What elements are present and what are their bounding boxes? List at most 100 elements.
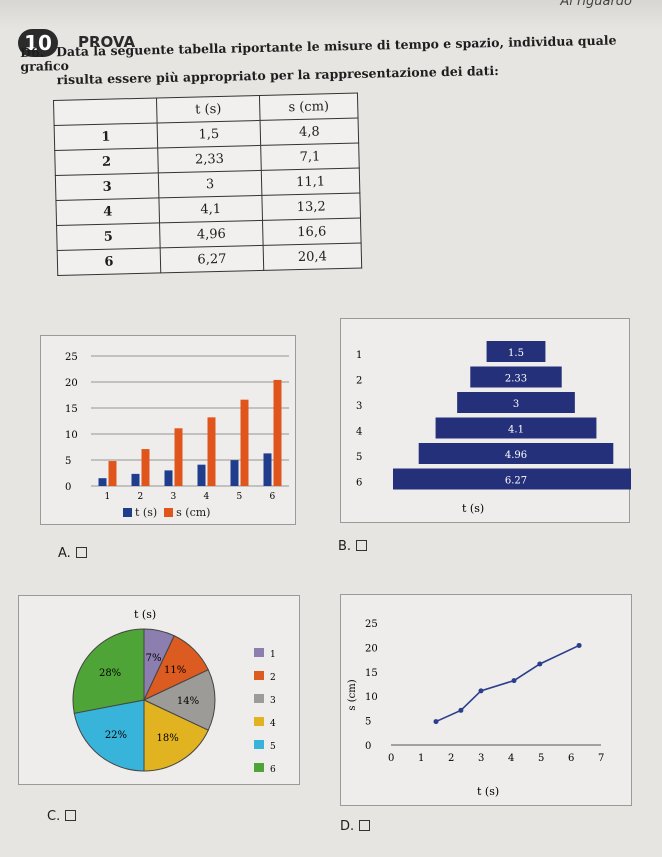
pie-legend-swatch bbox=[254, 763, 264, 772]
pie-data-label: 18% bbox=[156, 733, 178, 744]
table-cell: 2 bbox=[54, 147, 159, 176]
bar-data-label: 4.1 bbox=[508, 425, 524, 436]
y-tick-label: 15 bbox=[65, 404, 78, 415]
table-cell: 4,96 bbox=[159, 220, 264, 248]
pie-legend-swatch bbox=[254, 671, 264, 680]
table-cell: 4,1 bbox=[158, 195, 263, 223]
y-tick-label: 15 bbox=[365, 668, 378, 679]
table-cell: 1 bbox=[54, 122, 158, 151]
legend-label: s (cm) bbox=[176, 506, 211, 519]
data-line bbox=[435, 644, 580, 723]
y-tick-label: 10 bbox=[365, 692, 378, 703]
y-tick-label: 0 bbox=[365, 741, 371, 752]
y-tick-label: 6 bbox=[356, 478, 362, 489]
pie-legend-swatch bbox=[254, 717, 264, 726]
pie-legend-swatch bbox=[254, 694, 264, 703]
pyramid-bar bbox=[486, 341, 546, 362]
table-cell: 6,27 bbox=[160, 245, 264, 273]
bar-data-label: 1.5 bbox=[508, 348, 524, 359]
y-tick-label: 5 bbox=[365, 717, 371, 728]
table-cell: 4,8 bbox=[260, 118, 359, 146]
table-cell: 20,4 bbox=[263, 243, 362, 271]
bar-t bbox=[164, 470, 173, 486]
x-tick-label: 6 bbox=[568, 753, 574, 764]
section-label: PROVA bbox=[78, 33, 136, 51]
x-tick-label: 1 bbox=[418, 753, 424, 764]
pie-legend-label: 4 bbox=[270, 719, 276, 729]
option-c-checkbox[interactable] bbox=[65, 810, 77, 821]
data-point bbox=[433, 719, 439, 725]
data-point bbox=[576, 642, 582, 648]
bar-s bbox=[207, 417, 216, 486]
chart-a-panel: 0 5 10 15 20 25 1 2 3 4 5 6 t (s) s (cm) bbox=[40, 335, 296, 525]
pie-legend-label: 1 bbox=[270, 650, 276, 660]
x-tick-label: 3 bbox=[171, 492, 177, 502]
option-d-label: D. bbox=[340, 819, 355, 834]
pie-slice bbox=[72, 628, 145, 714]
table-header-cell: t (s) bbox=[156, 95, 261, 123]
data-point bbox=[478, 688, 484, 694]
option-b-label: B. bbox=[338, 539, 352, 554]
data-point bbox=[458, 707, 464, 713]
table-cell: 4 bbox=[55, 197, 160, 226]
option-b[interactable]: B. bbox=[338, 539, 368, 554]
bar-data-label: 4.96 bbox=[505, 450, 527, 461]
legend-swatch-blue bbox=[123, 508, 132, 517]
y-tick-label: 10 bbox=[65, 430, 78, 441]
table-cell: 7,1 bbox=[260, 143, 360, 171]
pie-slice bbox=[143, 699, 209, 772]
bar-t bbox=[230, 460, 239, 486]
pyramid-bar bbox=[418, 443, 614, 464]
chart-c-svg: t (s) 7%11% 14% 18% 22% 28% 1 2 3 4 5 6 bbox=[72, 608, 276, 775]
table-cell: 11,1 bbox=[261, 168, 360, 196]
pyramid-bar bbox=[393, 468, 631, 490]
table-header-cell: s (cm) bbox=[259, 93, 359, 121]
option-b-checkbox[interactable] bbox=[356, 540, 368, 551]
y-tick-label: 20 bbox=[65, 378, 78, 389]
x-tick-label: 1 bbox=[105, 492, 111, 502]
chart-c-panel: t (s) 7% 11% 14% 18% 22% 28% 1 2 3 4 5 6 bbox=[18, 595, 300, 785]
x-tick-label: 5 bbox=[237, 492, 243, 502]
y-tick-label: 3 bbox=[356, 401, 362, 412]
chart-d-svg: 0 5 10 15 20 25 0 1 2 3 4 5 6 7 s (cm) t (s) bbox=[347, 619, 604, 798]
table-cell: 3 bbox=[55, 172, 159, 201]
bar-data-label: 3 bbox=[513, 399, 519, 410]
table-cell: 3 bbox=[158, 170, 262, 198]
option-a-checkbox[interactable] bbox=[75, 547, 87, 558]
bar-t bbox=[197, 464, 206, 486]
pie-legend-label: 2 bbox=[270, 673, 276, 683]
y-tick-label: 1 bbox=[356, 350, 362, 361]
bar-t bbox=[131, 473, 140, 486]
legend-swatch-orange bbox=[164, 508, 174, 517]
pie-legend-label: 5 bbox=[270, 742, 276, 752]
table-header-cell bbox=[53, 97, 158, 126]
pie-data-label: 11% bbox=[164, 665, 186, 676]
pie-data-label: 14% bbox=[177, 696, 199, 707]
bar-data-label: 6.27 bbox=[505, 476, 527, 487]
y-tick-label: 0 bbox=[65, 482, 71, 493]
bar-t bbox=[263, 453, 272, 486]
chart-d-panel: 0 5 10 15 20 25 0 1 2 3 4 5 6 7 s (cm) t (s) bbox=[340, 594, 632, 806]
pyramid-bar bbox=[435, 417, 597, 439]
chart-b-svg: 1.5 1 2.33 2 3 3 4.1 4 4.96 5 6.27 6 t (s) bbox=[356, 341, 631, 515]
option-d[interactable]: D. bbox=[340, 819, 371, 834]
option-d-checkbox[interactable] bbox=[359, 820, 371, 831]
data-point bbox=[537, 661, 543, 667]
x-tick-label: 3 bbox=[478, 753, 484, 764]
pie-legend-swatch bbox=[254, 740, 264, 749]
pie-slice bbox=[142, 669, 216, 731]
chart-a-legend: t (s) s (cm) bbox=[123, 506, 210, 519]
y-tick-label: 4 bbox=[356, 427, 362, 438]
option-a[interactable]: A. bbox=[58, 546, 87, 561]
question-line-2: risulta essere più appropriato per la ra… bbox=[56, 62, 499, 88]
bar-s bbox=[174, 428, 183, 486]
bar-s bbox=[108, 461, 117, 486]
table-cell: 1,5 bbox=[157, 120, 261, 148]
option-c[interactable]: C. bbox=[47, 809, 77, 824]
bar-t bbox=[98, 478, 107, 486]
table-cell: 2,33 bbox=[157, 145, 262, 173]
pie-data-label: 7% bbox=[146, 653, 162, 664]
y-tick-label: 25 bbox=[65, 352, 78, 363]
pie-legend-swatch bbox=[254, 648, 264, 657]
table-cell: 6 bbox=[57, 247, 161, 276]
